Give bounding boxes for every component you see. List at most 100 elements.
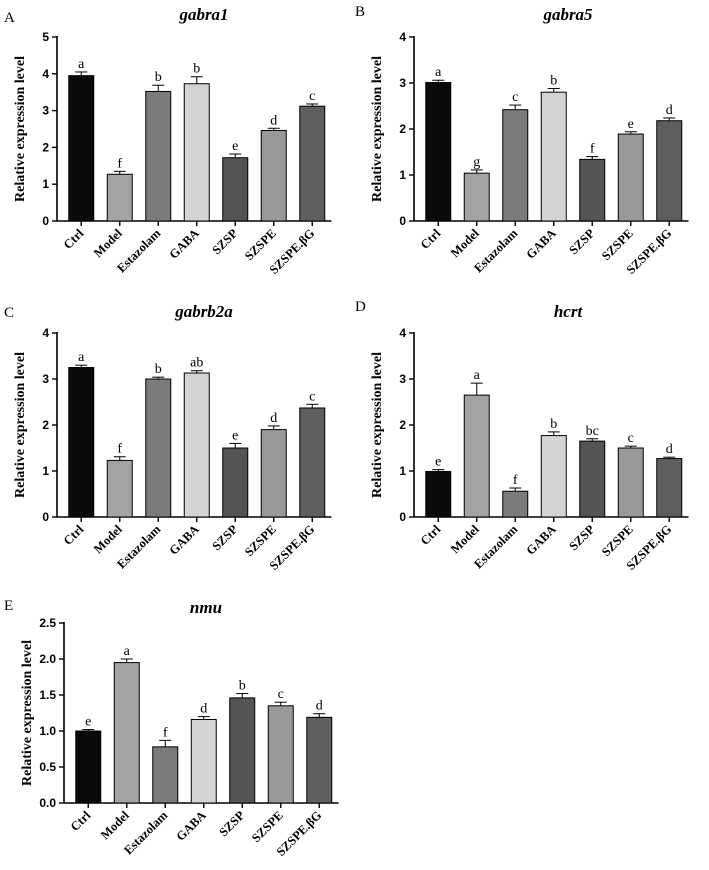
- bar-szspe-g: [656, 120, 683, 222]
- bar-ctrl: [425, 82, 452, 222]
- bar-szsp: [229, 697, 256, 804]
- significance-label: c: [309, 389, 315, 404]
- significance-label: b: [239, 679, 246, 694]
- bar-ctrl: [425, 470, 452, 518]
- significance-label: a: [78, 57, 85, 72]
- bar-estazolam: [502, 490, 529, 518]
- significance-label: e: [435, 455, 441, 470]
- y-tick-label: 3: [399, 76, 406, 90]
- significance-label: e: [85, 715, 91, 730]
- y-tick-label: 3: [42, 104, 49, 118]
- x-tick-label: Ctrl: [418, 226, 444, 252]
- x-tick-label: SZSP: [216, 808, 247, 839]
- significance-label: e: [628, 117, 634, 132]
- significance-label: g: [473, 155, 480, 170]
- bar-model: [106, 459, 133, 518]
- bar-gaba: [540, 91, 567, 222]
- y-tick-label: 1: [399, 168, 406, 182]
- x-tick-label: Model: [448, 226, 482, 260]
- bar-szspe-g: [299, 407, 326, 518]
- bar-model: [463, 394, 490, 518]
- y-tick-label: 2.5: [39, 616, 56, 630]
- x-tick-label: Model: [91, 522, 125, 556]
- y-tick-label: 1: [42, 177, 49, 191]
- y-axis-label: Relative expression level: [13, 352, 28, 498]
- panel-letter: E: [4, 598, 13, 614]
- significance-label: b: [155, 70, 162, 85]
- bar-szsp: [579, 158, 606, 222]
- bar-gaba: [183, 372, 210, 518]
- bar-estazolam: [502, 109, 529, 222]
- significance-label: f: [513, 473, 518, 488]
- x-tick-label: Model: [98, 808, 132, 842]
- significance-label: a: [124, 644, 131, 659]
- y-tick-label: 1.0: [39, 724, 56, 738]
- significance-label: c: [309, 89, 315, 104]
- panel-letter: C: [4, 305, 14, 321]
- significance-label: a: [435, 65, 442, 80]
- significance-label: b: [155, 362, 162, 377]
- significance-label: e: [232, 428, 238, 443]
- bar-szspe-g: [656, 458, 683, 518]
- x-tick-label: GABA: [523, 522, 558, 557]
- panel-letter: A: [4, 10, 15, 26]
- y-tick-label: 2.0: [39, 652, 56, 666]
- chart-title: hcrt: [554, 302, 584, 321]
- y-tick-label: 0.5: [39, 760, 56, 774]
- bar-szsp: [222, 447, 249, 518]
- x-tick-label: SZSP: [566, 226, 597, 257]
- panel-letter: D: [355, 299, 366, 315]
- y-tick-label: 0: [42, 510, 49, 524]
- y-tick-label: 4: [42, 67, 49, 81]
- bar-model: [106, 173, 133, 222]
- bar-model: [113, 662, 140, 804]
- y-tick-label: 0: [42, 214, 49, 228]
- significance-label: b: [550, 417, 557, 432]
- bar-szspe: [617, 447, 644, 518]
- bar-szspe-g: [299, 105, 326, 222]
- significance-label: f: [117, 442, 122, 457]
- y-tick-label: 1: [42, 464, 49, 478]
- significance-label: d: [316, 699, 323, 714]
- significance-label: c: [278, 687, 284, 702]
- chart-title: gabrb2a: [174, 302, 233, 321]
- y-tick-label: 2: [399, 122, 406, 136]
- y-axis-label: Relative expression level: [13, 56, 28, 202]
- bar-estazolam: [145, 378, 172, 518]
- significance-label: e: [232, 139, 238, 154]
- significance-label: c: [512, 90, 518, 105]
- significance-label: f: [117, 156, 122, 171]
- bar-szspe: [260, 129, 287, 222]
- y-tick-label: 2: [399, 418, 406, 432]
- bar-ctrl: [68, 367, 95, 518]
- significance-label: a: [474, 368, 481, 383]
- x-tick-label: Ctrl: [61, 226, 87, 252]
- bar-szspe-g: [306, 716, 333, 804]
- x-tick-label: GABA: [523, 226, 558, 261]
- x-tick-label: Ctrl: [61, 522, 87, 548]
- x-tick-label: Model: [448, 522, 482, 556]
- significance-label: d: [270, 411, 277, 426]
- bar-estazolam: [145, 90, 172, 222]
- significance-label: b: [550, 74, 557, 89]
- bar-szspe: [617, 133, 644, 222]
- x-tick-label: Ctrl: [418, 522, 444, 548]
- y-tick-label: 4: [399, 30, 406, 44]
- y-tick-label: 2: [42, 140, 49, 154]
- significance-label: f: [163, 725, 168, 740]
- bar-ctrl: [75, 730, 102, 804]
- significance-label: bc: [586, 424, 599, 439]
- x-tick-label: SZSP: [209, 522, 240, 553]
- x-tick-label: SZSPE: [242, 522, 279, 559]
- x-tick-label: GABA: [166, 226, 201, 261]
- x-tick-label: Ctrl: [68, 808, 94, 834]
- bar-szsp: [579, 440, 606, 518]
- x-tick-label: GABA: [166, 522, 201, 557]
- y-tick-label: 1.5: [39, 688, 56, 702]
- significance-label: a: [78, 350, 85, 365]
- y-tick-label: 0: [399, 214, 406, 228]
- y-tick-label: 3: [42, 372, 49, 386]
